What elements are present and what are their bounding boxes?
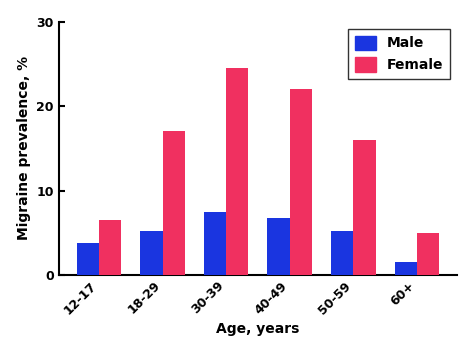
Bar xyxy=(163,131,185,275)
Bar xyxy=(226,68,248,275)
Bar xyxy=(140,231,163,275)
X-axis label: Age, years: Age, years xyxy=(216,322,300,336)
Bar xyxy=(290,89,312,275)
Bar xyxy=(417,233,439,275)
Bar xyxy=(267,219,290,275)
Bar xyxy=(99,220,121,275)
Bar xyxy=(331,231,353,275)
Y-axis label: Migraine prevalence, %: Migraine prevalence, % xyxy=(17,56,31,240)
Legend: Male, Female: Male, Female xyxy=(348,29,450,79)
Bar xyxy=(395,262,417,275)
Bar xyxy=(204,212,226,275)
Bar xyxy=(77,243,99,275)
Bar xyxy=(353,140,375,275)
